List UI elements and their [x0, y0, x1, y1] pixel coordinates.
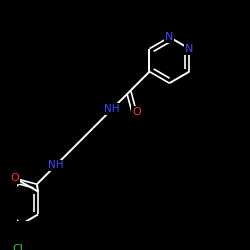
- Text: NH: NH: [48, 160, 64, 170]
- Text: O: O: [132, 107, 141, 117]
- Text: O: O: [11, 174, 20, 184]
- Text: N: N: [185, 44, 194, 54]
- Text: Cl: Cl: [13, 244, 24, 250]
- Text: NH: NH: [104, 104, 120, 114]
- Text: N: N: [165, 32, 173, 42]
